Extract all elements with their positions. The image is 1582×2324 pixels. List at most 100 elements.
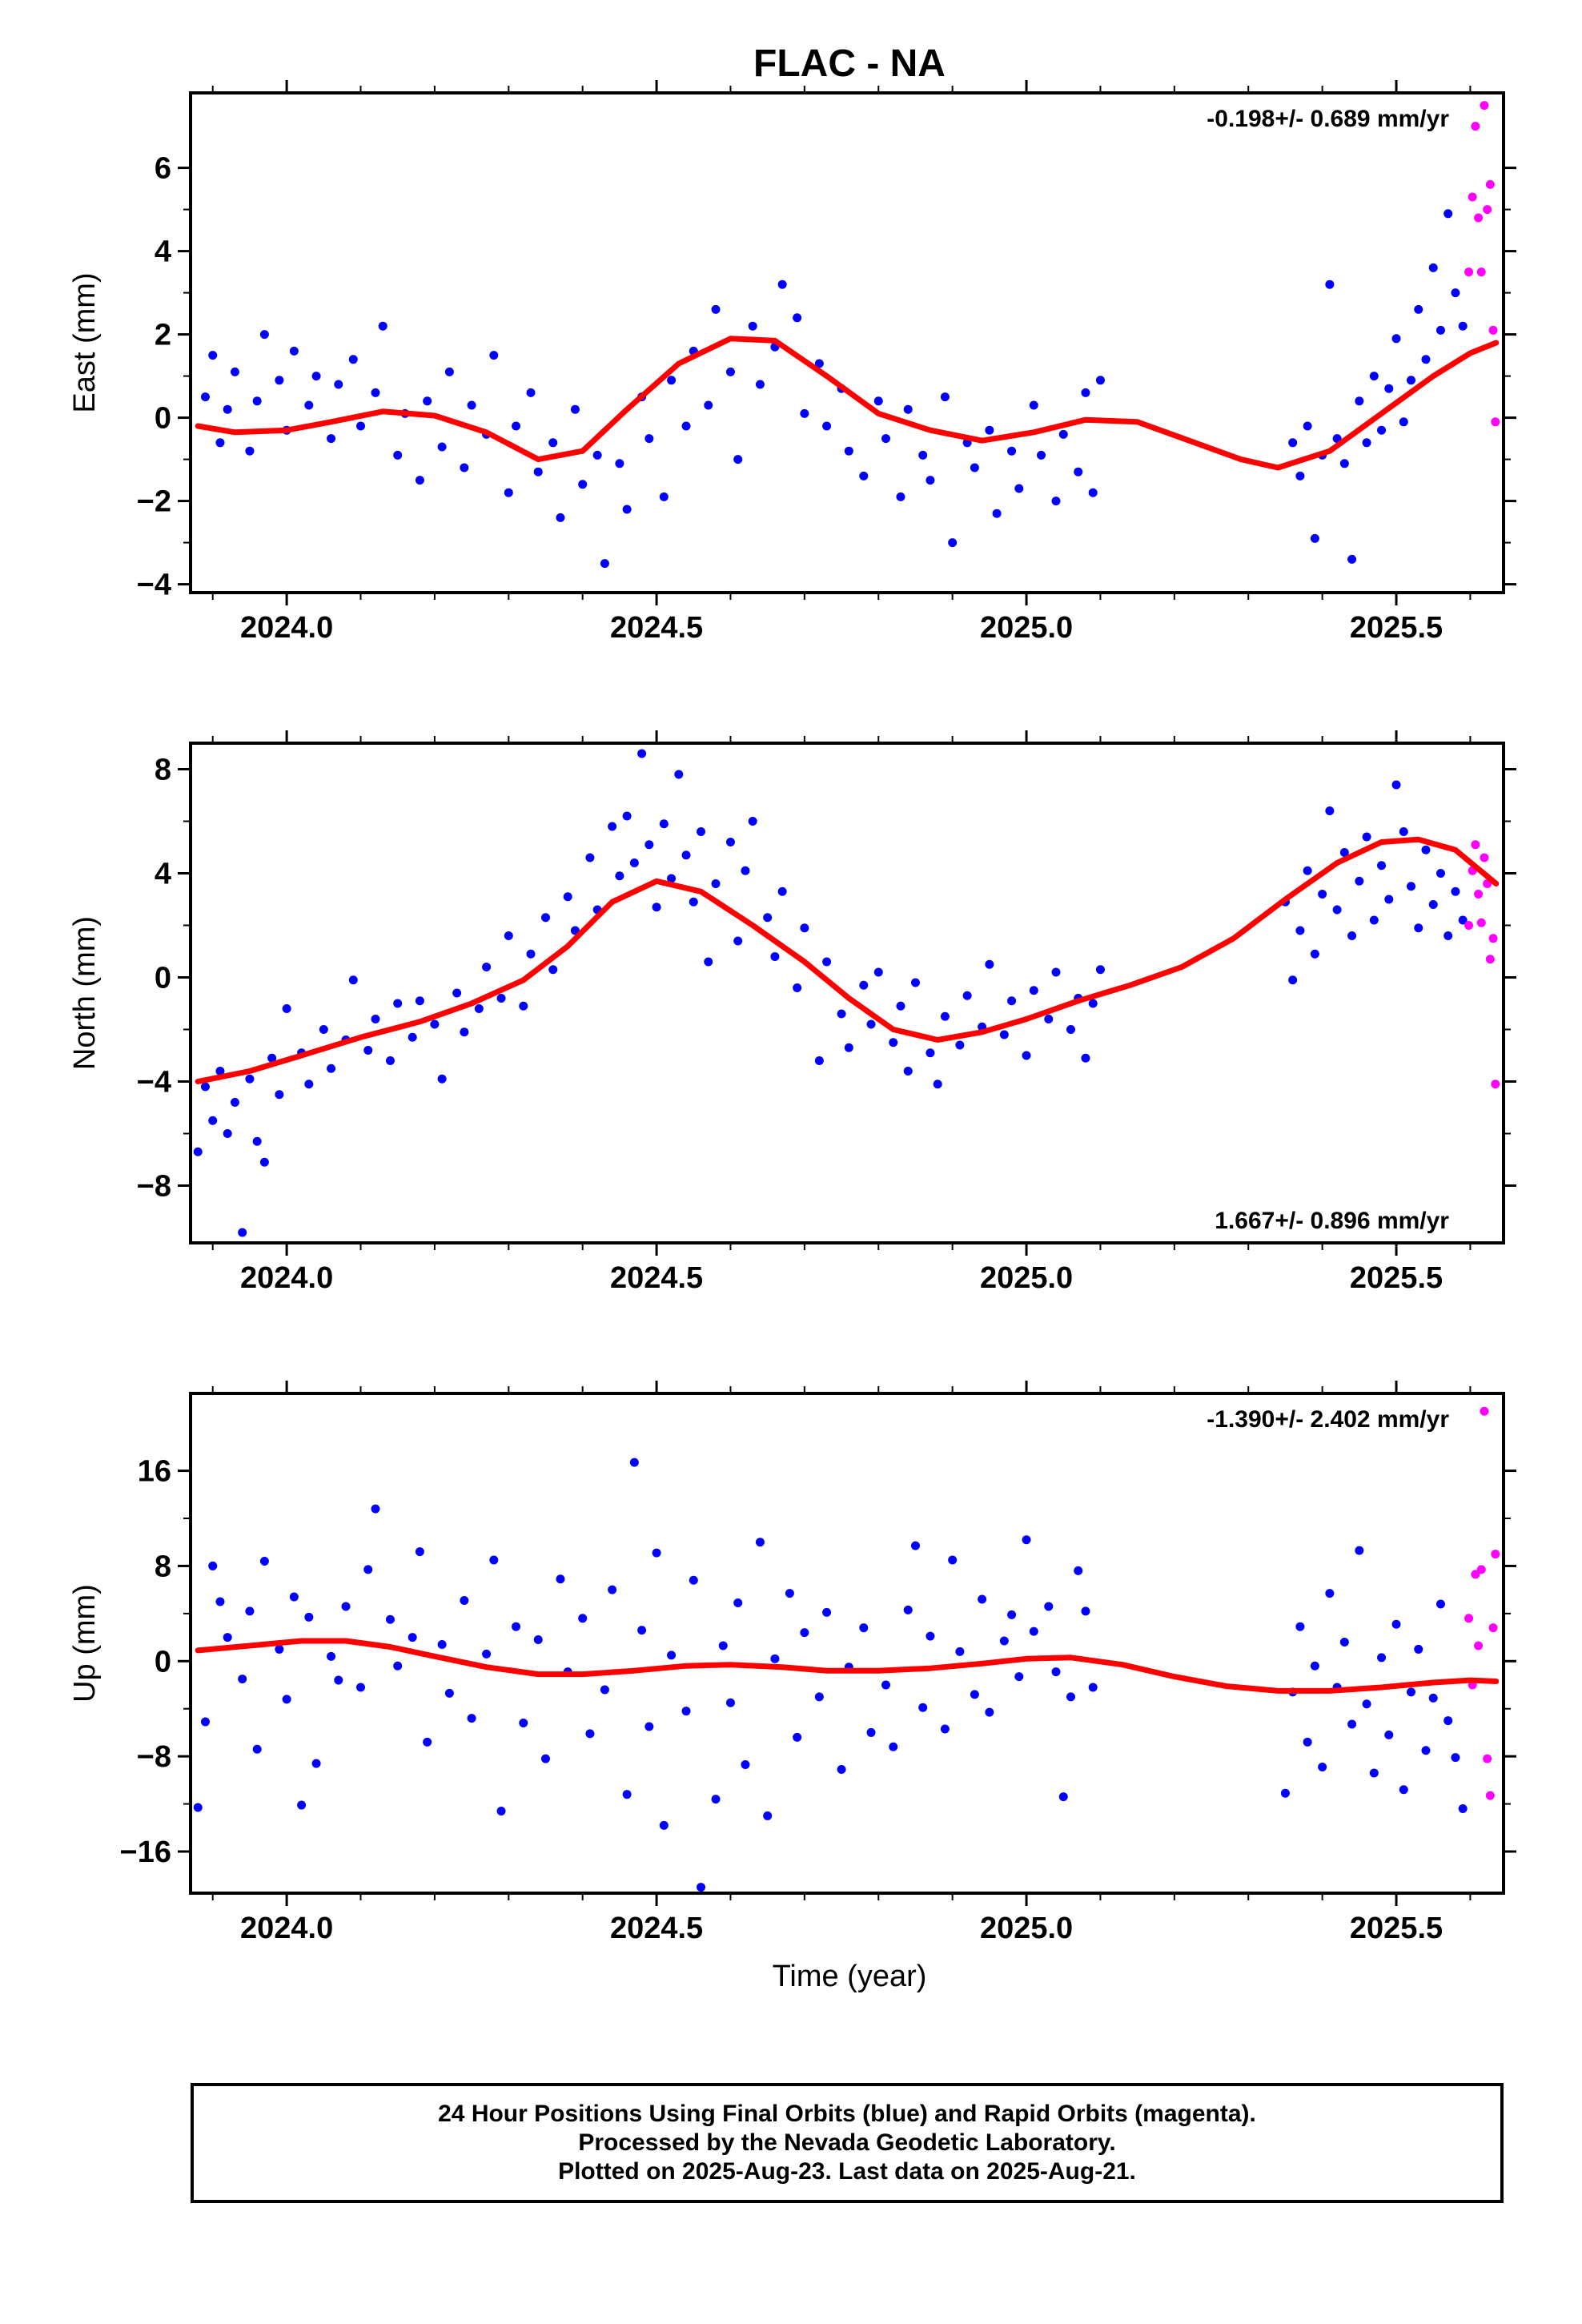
north-final-point [962,991,972,1000]
footer-line-plotted: Plotted on 2025-Aug-23. Last data on 202… [558,2158,1136,2185]
east-final-point [1362,438,1371,448]
up-final-point [985,1707,994,1717]
east-final-point [1369,372,1379,381]
up-final-point [999,1636,1009,1646]
up-final-point [918,1703,928,1712]
north-final-point [1288,975,1298,985]
north-final-point [793,983,802,992]
east-final-point [822,421,832,431]
north-final-point [1414,923,1423,933]
north-final-point [1007,996,1017,1006]
east-final-point [667,376,677,385]
north-final-point [1044,1015,1054,1023]
up-y-tick-label: −16 [120,1835,171,1869]
east-final-point [644,434,654,444]
north-final-point [667,874,677,883]
north-final-point [1088,999,1098,1008]
figure-title: FLAC - NA [753,42,946,85]
up-final-point [926,1631,935,1641]
up-final-point [978,1594,987,1604]
east-final-point [223,404,232,414]
east-x-tick-label: 2024.0 [240,611,333,645]
up-final-point [733,1598,743,1607]
east-final-point [526,388,536,397]
north-final-point [504,931,513,940]
east-final-point [200,392,210,402]
east-y-tick-label: 2 [155,319,171,352]
north-final-point [519,1001,528,1011]
north-rapid-point [1488,934,1498,943]
north-final-point [437,1074,447,1084]
north-final-point [1443,931,1453,940]
up-final-point [1280,1788,1290,1798]
north-final-point [1347,931,1357,940]
north-final-point [252,1136,262,1146]
north-final-point [1421,845,1431,854]
north-y-tick-label: 0 [155,962,171,995]
up-final-point [1414,1644,1423,1654]
up-final-point [1310,1661,1319,1671]
north-final-point [681,850,691,860]
up-final-point [245,1606,255,1616]
east-y-tick-label: −4 [137,569,171,602]
north-points [193,749,1500,1237]
up-final-point [711,1795,721,1804]
east-final-point [1407,376,1416,385]
footer-line-orbits: 24 Hour Positions Using Final Orbits (bl… [438,2101,1256,2127]
east-final-point [378,321,387,331]
north-final-point [319,1025,328,1034]
east-final-point [711,304,721,314]
up-rapid-point [1476,1565,1486,1574]
east-final-point [259,330,269,340]
up-final-point [1421,1746,1431,1755]
up-final-point [1088,1683,1098,1692]
east-final-point [304,400,314,410]
up-final-point [467,1714,476,1723]
up-rapid-point [1491,1550,1500,1559]
east-final-point [1443,209,1453,219]
north-final-point [985,959,994,969]
north-final-point [903,1067,913,1076]
east-x-tick-label: 2025.0 [980,611,1073,645]
up-final-point [193,1803,203,1812]
up-final-point [1058,1792,1068,1802]
east-final-point [1355,396,1364,406]
north-final-point [615,871,624,881]
north-final-point [393,999,403,1008]
north-final-point [275,1090,284,1100]
east-final-point [1095,376,1105,385]
east-final-point [548,438,558,448]
up-final-point [1369,1768,1379,1778]
east-rapid-point [1474,213,1484,223]
up-final-point [1435,1599,1445,1609]
north-final-point [933,1080,942,1089]
north-final-point [200,1082,210,1092]
north-final-point [1310,949,1319,959]
north-final-point [733,936,743,946]
north-final-point [540,913,550,923]
east-y-tick-label: 6 [155,152,171,186]
east-final-point [1088,488,1098,497]
up-final-point [252,1744,262,1754]
east-rapid-point [1468,192,1477,202]
up-final-point [1339,1638,1349,1647]
up-final-point [289,1592,299,1602]
east-final-point [1081,388,1090,397]
north-final-point [208,1116,218,1125]
east-final-point [1435,325,1445,335]
up-final-point [1391,1619,1401,1629]
north-final-point [245,1074,255,1084]
north-plot-frame [189,742,1505,1244]
north-final-point [193,1147,203,1156]
north-final-point [363,1046,373,1055]
east-final-point [311,372,321,381]
east-final-point [881,434,891,444]
north-final-point [763,913,773,923]
east-final-point [327,434,336,444]
north-final-point [548,965,558,975]
up-final-point [327,1651,336,1661]
north-final-point [282,1004,291,1013]
north-final-point [1325,806,1335,815]
north-final-point [644,840,654,850]
north-final-point [1022,1051,1031,1060]
